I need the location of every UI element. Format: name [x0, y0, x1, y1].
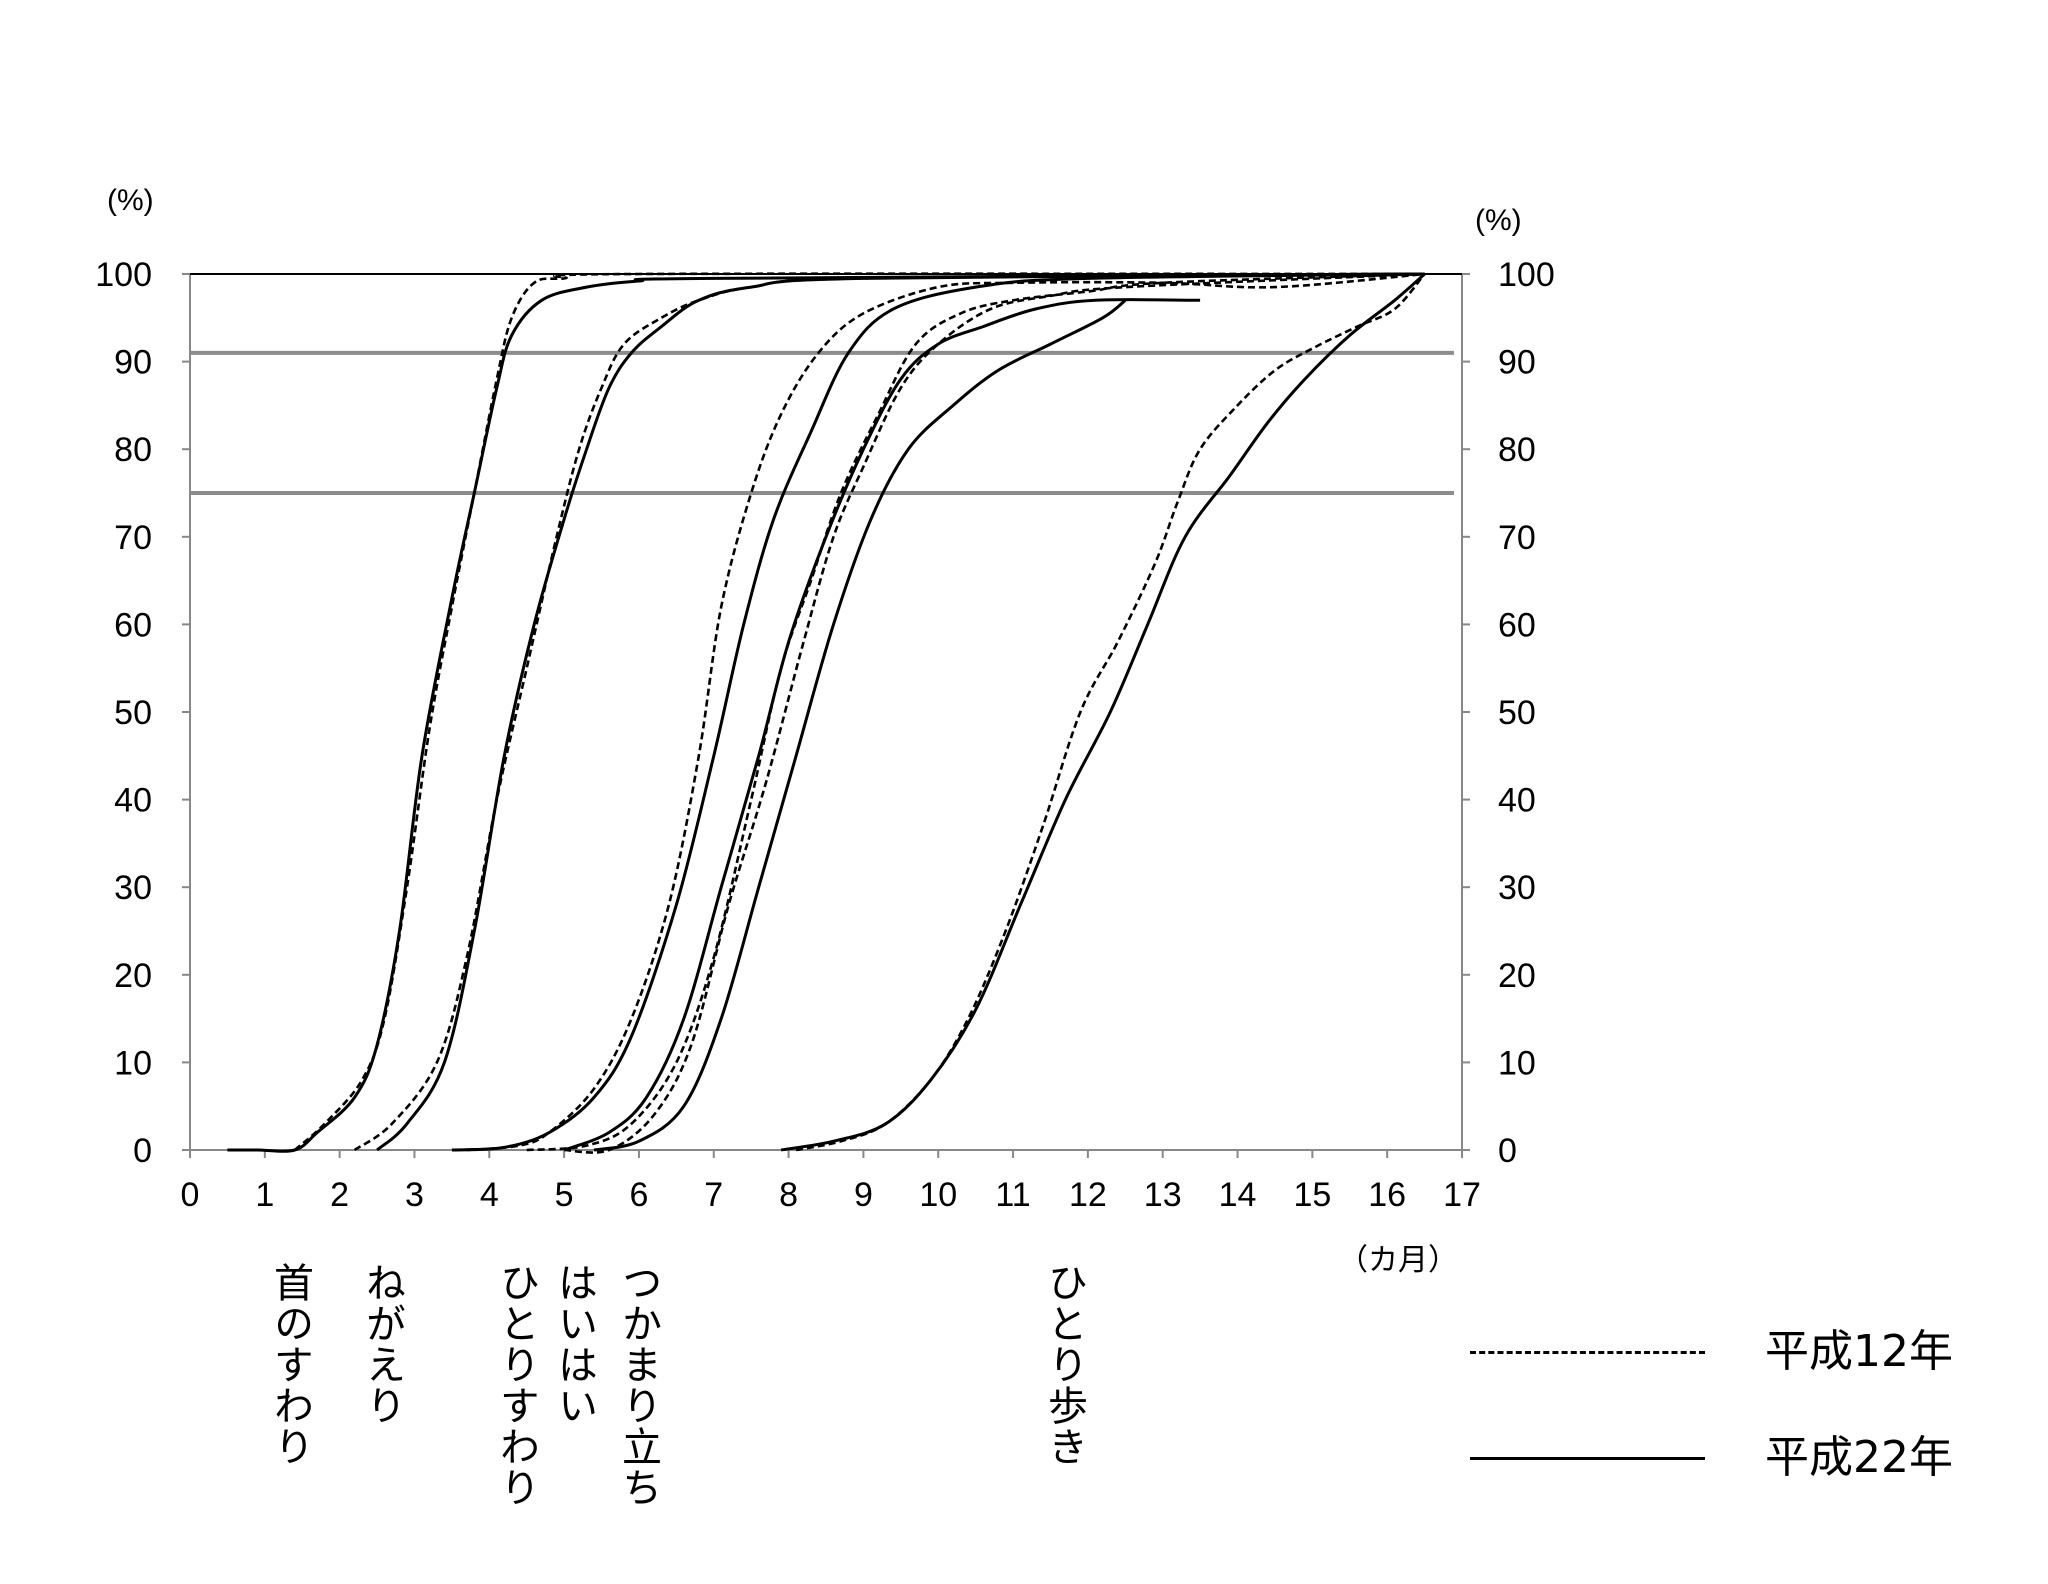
legend-label: 平成12年: [1765, 1326, 1953, 1377]
x-tick-label: 12: [1069, 1176, 1107, 1214]
x-axis-unit: （カ月）: [1338, 1244, 1458, 1277]
x-tick-label: 16: [1368, 1176, 1406, 1214]
x-tick-label: 4: [480, 1176, 499, 1214]
y-tick-label-left: 50: [114, 694, 152, 732]
series-line: [564, 272, 1425, 1154]
y-tick-label-right: 90: [1498, 344, 1536, 382]
milestone-label-neck: 首のすわり: [267, 1262, 313, 1467]
series-line: [526, 272, 1425, 1152]
y-tick-label-right: 40: [1498, 782, 1536, 820]
legend-item-h12: 平成12年: [1470, 1322, 2030, 1382]
y-tick-label-right: 100: [1498, 256, 1555, 294]
milestone-label-sit: ひとりすわり: [493, 1262, 539, 1508]
x-tick-label: 10: [919, 1176, 957, 1214]
y-tick-label-right: 50: [1498, 694, 1536, 732]
y-tick-label-right: 30: [1498, 869, 1536, 907]
x-tick-label: 2: [330, 1176, 349, 1214]
y-tick-label-left: 100: [95, 256, 152, 294]
y-tick-label-left: 40: [114, 782, 152, 820]
y-tick-label-left: 10: [114, 1044, 152, 1082]
y-tick-label-right: 20: [1498, 957, 1536, 995]
milestone-label-walk: ひとり歩き: [1041, 1262, 1087, 1467]
y-tick-label-left: 70: [114, 519, 152, 557]
legend-label: 平成22年: [1765, 1432, 1953, 1483]
x-tick-label: 8: [779, 1176, 798, 1214]
chart-axes: [189, 273, 1463, 1151]
x-tick-label: 13: [1144, 1176, 1182, 1214]
y-tick-label-left: 90: [114, 344, 152, 382]
x-tick-label: 11: [995, 1176, 1030, 1214]
y-tick-label-right: 10: [1498, 1044, 1536, 1082]
chart-labels: (%) (%) （カ月）: [107, 184, 1522, 1277]
x-tick-label: 7: [704, 1176, 723, 1214]
series-line: [563, 298, 1201, 1152]
milestone-label-crawl: はいはい: [551, 1262, 597, 1426]
x-tick-label: 6: [629, 1176, 648, 1214]
x-tick-label: 9: [854, 1176, 873, 1214]
y-tick-label-right: 70: [1498, 519, 1536, 557]
series-line: [293, 272, 1425, 1151]
y-tick-label-left: 80: [114, 431, 152, 469]
y-tick-label-right: 60: [1498, 606, 1536, 644]
y-tick-label-left: 60: [114, 606, 152, 644]
legend-swatch-dashed: [1470, 1351, 1705, 1354]
x-tick-label: 15: [1293, 1176, 1331, 1214]
y-axis-left-unit: (%): [107, 184, 154, 217]
y-tick-label-left: 0: [133, 1132, 152, 1170]
x-tick-label: 3: [405, 1176, 424, 1214]
legend-item-h22: 平成22年: [1470, 1428, 2030, 1488]
x-tick-label: 14: [1219, 1176, 1257, 1214]
y-tick-label-left: 30: [114, 869, 152, 907]
x-tick-label: 17: [1443, 1176, 1481, 1214]
x-tick-label: 0: [181, 1176, 200, 1214]
series-line: [353, 272, 1425, 1152]
series-line: [593, 299, 1127, 1152]
legend-swatch-solid: [1470, 1457, 1705, 1460]
series-line: [466, 272, 1425, 1152]
series-line: [780, 272, 1426, 1152]
y-tick-label-left: 20: [114, 957, 152, 995]
milestone-label-pull-stand: つかまり立ち: [615, 1262, 661, 1508]
y-tick-label-right: 80: [1498, 431, 1536, 469]
chart-series: [227, 272, 1426, 1154]
series-line: [376, 272, 1425, 1152]
milestone-label-roll: ねがえり: [359, 1262, 405, 1426]
y-axis-right-unit: (%): [1475, 204, 1522, 237]
x-tick-label: 1: [255, 1176, 274, 1214]
reference-lines: [190, 350, 1454, 495]
series-line: [227, 272, 1425, 1153]
x-tick-label: 5: [555, 1176, 574, 1214]
y-tick-label-right: 0: [1498, 1132, 1517, 1170]
series-line: [451, 272, 1425, 1152]
